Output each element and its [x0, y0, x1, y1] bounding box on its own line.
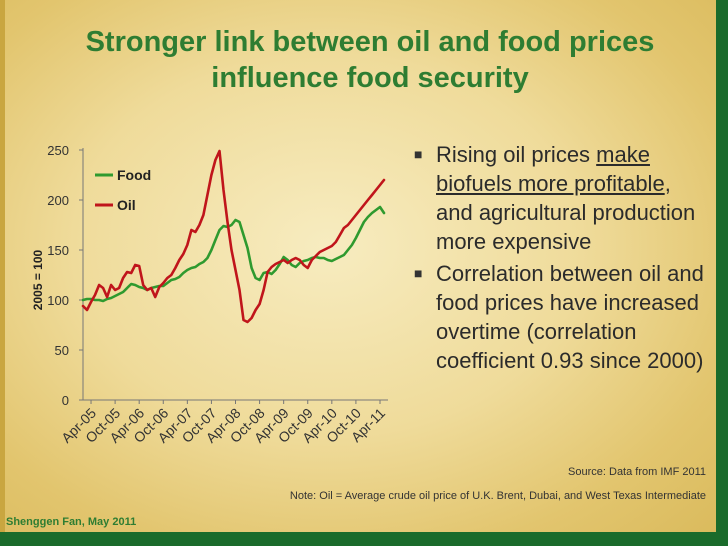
y-tick-label: 50 [55, 343, 69, 358]
oil-definition-note: Note: Oil = Average crude oil price of U… [289, 490, 706, 502]
right-accent-bar [716, 0, 728, 546]
slide-title: Stronger link between oil and food price… [30, 24, 710, 96]
bullet-item-correlation: ■ Correlation between oil and food price… [412, 259, 712, 375]
legend-label-food: Food [117, 167, 151, 183]
y-axis-title: 2005 = 100 [31, 249, 45, 310]
y-tick-label: 150 [47, 243, 69, 258]
square-bullet-icon: ■ [414, 265, 423, 281]
source-note: Source: Data from IMF 2011 [568, 466, 706, 478]
square-bullet-icon: ■ [414, 146, 423, 162]
bullet-2-text: Correlation between oil and food prices … [436, 261, 704, 373]
title-line-2: influence food security [211, 62, 529, 94]
bottom-accent-bar [0, 532, 728, 546]
title-line-1: Stronger link between oil and food price… [85, 26, 655, 58]
bullet-1-text-post: , and agricultural production more expen… [436, 171, 696, 254]
series-line-oil [81, 149, 386, 324]
y-tick-label: 100 [47, 293, 69, 308]
author-footer: Shenggen Fan, May 2011 [6, 516, 137, 528]
bullet-1-underlined-text: make biofuels more profitable [436, 142, 665, 196]
y-tick-label: 250 [47, 143, 69, 158]
y-tick-label: 0 [62, 393, 69, 408]
bullet-1-text-pre: Rising oil prices [436, 142, 597, 167]
y-tick-label: 200 [47, 193, 69, 208]
bullet-item-biofuels: ■ Rising oil prices make biofuels more p… [412, 140, 712, 256]
legend-label-oil: Oil [117, 197, 136, 213]
series-line-food [81, 205, 386, 303]
bullet-list: ■ Rising oil prices make biofuels more p… [412, 140, 712, 378]
left-accent-bar [0, 0, 5, 546]
